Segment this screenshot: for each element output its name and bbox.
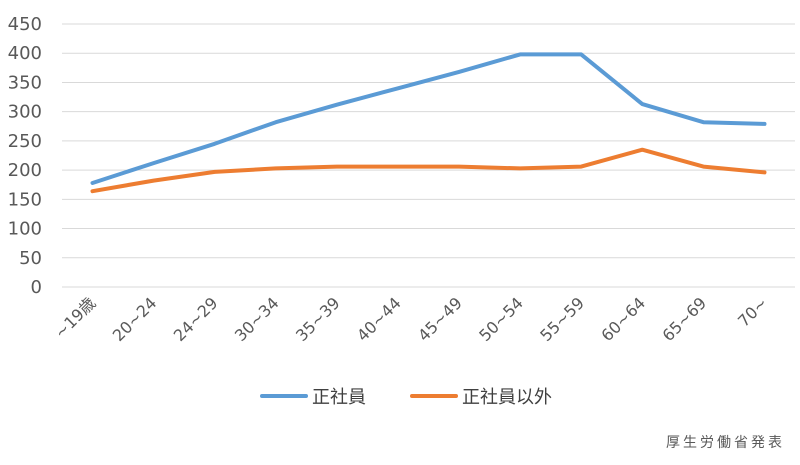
y-tick-label: 50	[19, 248, 42, 269]
y-axis-tick-labels: 0 50 100 150 200 250 300 350 400 450	[8, 14, 42, 298]
x-tick-label: 60~64	[597, 293, 649, 345]
legend-label-0: 正社員	[312, 387, 366, 408]
y-tick-label: 250	[8, 131, 42, 152]
x-tick-label: ~19歳	[51, 293, 100, 342]
x-tick-label: 55~59	[536, 293, 588, 345]
y-tick-label: 450	[8, 14, 42, 35]
x-tick-label: 65~69	[658, 293, 710, 345]
y-tick-label: 0	[31, 277, 42, 298]
gridlines	[62, 23, 795, 288]
x-tick-label: 20~24	[109, 293, 161, 345]
y-tick-label: 300	[8, 102, 42, 123]
y-tick-label: 100	[8, 219, 42, 240]
y-tick-label: 150	[8, 189, 42, 210]
x-tick-label: 70~	[734, 293, 771, 330]
x-tick-label: 24~29	[170, 293, 222, 345]
source-note: 厚生労働省発表	[666, 435, 785, 451]
series-line-0	[90, 52, 767, 185]
x-tick-label: 40~44	[353, 293, 405, 345]
series-lines	[90, 52, 767, 194]
x-tick-label: 50~54	[475, 293, 527, 345]
x-tick-label: 45~49	[414, 293, 466, 345]
x-axis-tick-labels: ~19歳 20~24 24~29 30~34 35~39 40~44 45~49 50~54 5…	[51, 293, 772, 345]
y-tick-label: 200	[8, 160, 42, 181]
series-line-1	[90, 147, 767, 194]
x-tick-label: 35~39	[292, 293, 344, 345]
x-tick-label: 30~34	[231, 293, 283, 345]
legend: 正社員 正社員以外	[260, 387, 552, 408]
legend-label-1: 正社員以外	[462, 387, 552, 408]
y-tick-label: 400	[8, 43, 42, 64]
y-tick-label: 350	[8, 72, 42, 93]
